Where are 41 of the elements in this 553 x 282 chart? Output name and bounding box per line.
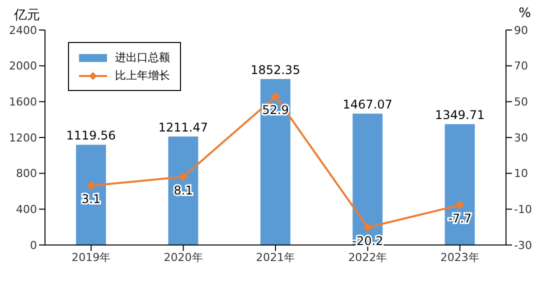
data-label: 3.1 (82, 192, 101, 206)
x-tick-label: 2021年 (256, 250, 295, 264)
bar (168, 136, 198, 245)
y2-tick-label: 90 (514, 24, 528, 37)
x-tick-label: 2022年 (348, 250, 388, 264)
point (271, 92, 280, 101)
x-tick-label: 2020年 (164, 250, 203, 264)
point (363, 222, 372, 232)
bar (352, 114, 383, 245)
y-tick-label: 1600 (9, 96, 37, 109)
y2-tick-label: 70 (514, 60, 528, 73)
y-tick-label: 800 (16, 167, 37, 180)
point (455, 200, 464, 210)
y-axis-title: 亿元 (14, 7, 40, 24)
y-tick-label: 1200 (9, 131, 37, 144)
point (178, 172, 188, 182)
data-label: 1467.07 (342, 98, 392, 112)
data-label: 8.1 (174, 183, 193, 198)
y-tick-label: 2400 (9, 24, 37, 37)
y-tick-label: 0 (30, 238, 37, 252)
data-label: 1349.71 (434, 108, 485, 122)
y-tick-label: 400 (16, 203, 37, 216)
y2-tick-label: 30 (514, 131, 528, 144)
y2-tick-label: 10 (514, 167, 528, 180)
point (86, 181, 96, 190)
bar (444, 124, 475, 245)
y2-tick-label: -30 (514, 238, 532, 252)
data-label: -7.7 (448, 212, 472, 226)
y2-tick-label: 50 (514, 96, 528, 109)
legend-label: 进出口总额 (115, 50, 170, 65)
bar (76, 144, 106, 245)
y-tick-label: 2000 (9, 60, 37, 73)
legend-label: 比上年增长 (115, 68, 170, 83)
x-tick-label: 2019年 (72, 250, 111, 264)
x-tick-label: 2023年 (440, 250, 480, 264)
bar (260, 79, 290, 245)
y2-tick-label: -10 (514, 203, 532, 216)
data-label: 1119.56 (66, 128, 116, 143)
data-label: 1211.47 (158, 120, 208, 134)
data-label: 1852.35 (250, 63, 300, 78)
y2-axis-title: % (518, 6, 531, 21)
